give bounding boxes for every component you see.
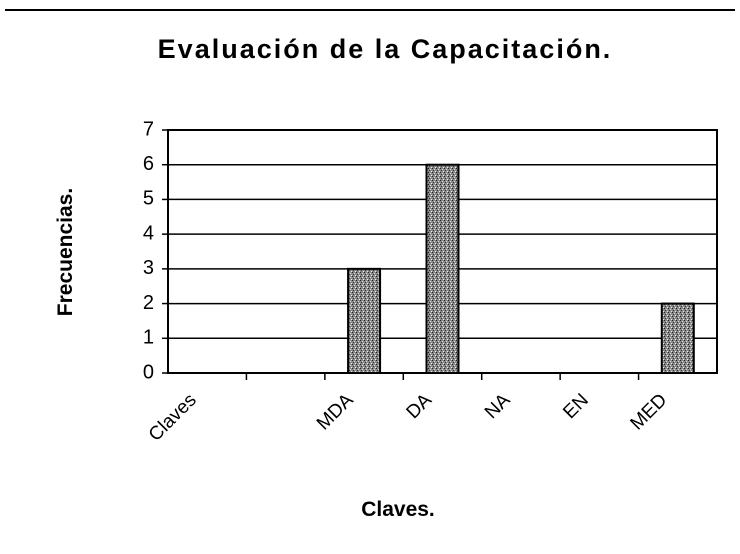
y-tick-label: 0 [143,361,154,383]
y-tick-label: 5 [143,188,154,210]
y-axis-title: Frecuencias. [54,188,77,316]
y-tick-label: 4 [143,222,154,244]
x-tick-label: MDA [313,389,358,434]
bar [660,302,695,375]
x-tick-label: NA [481,389,515,423]
x-tick-label: EN [559,390,593,424]
bar [347,267,382,375]
y-tick-label: 3 [143,257,154,279]
y-tick-label: 2 [143,292,154,314]
x-tick-label: Claves [145,390,201,446]
y-tick-label: 1 [143,327,154,349]
x-axis-title: Claves. [361,498,435,521]
x-tick-label: MED [627,390,672,435]
y-tick-label: 7 [143,118,154,140]
x-tick-label: DA [403,389,437,423]
bar [425,163,460,374]
y-tick-label: 6 [143,153,154,175]
chart-title: Evaluación de la Capacitación. [158,34,613,64]
